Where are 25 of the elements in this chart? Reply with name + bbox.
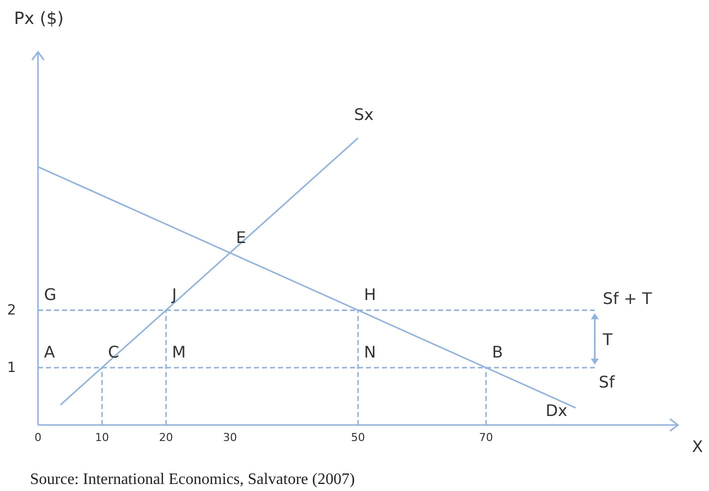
annotation: E — [236, 228, 246, 247]
series-label: Dx — [546, 400, 568, 420]
annotation: B — [492, 342, 503, 362]
x-tick-label: 30 — [223, 430, 237, 444]
y-axis-title: Px ($) — [14, 9, 64, 29]
x-axis-title: X — [692, 437, 703, 456]
y-tick-label: 2 — [7, 302, 16, 319]
x-tick-label: 50 — [351, 430, 365, 444]
annotation: H — [364, 285, 376, 304]
series-label: Sf — [598, 372, 615, 392]
source-note: Source: International Economics, Salvatore (2007) — [30, 471, 355, 488]
annotation: T — [602, 330, 613, 349]
annotation: J — [171, 285, 177, 304]
x-tick-label: 20 — [159, 430, 173, 444]
series-label: Sx — [354, 105, 374, 124]
annotation: A — [44, 342, 55, 362]
x-tick-label: 70 — [479, 430, 493, 444]
annotation: M — [172, 342, 186, 362]
x-tick-label: 0 — [34, 430, 42, 444]
x-tick-label: 10 — [95, 430, 109, 444]
series-label: Sf + T — [602, 289, 652, 308]
y-tick-label: 1 — [7, 360, 16, 376]
annotation: G — [44, 285, 56, 304]
annotation: C — [108, 342, 120, 362]
annotation: N — [364, 342, 376, 362]
